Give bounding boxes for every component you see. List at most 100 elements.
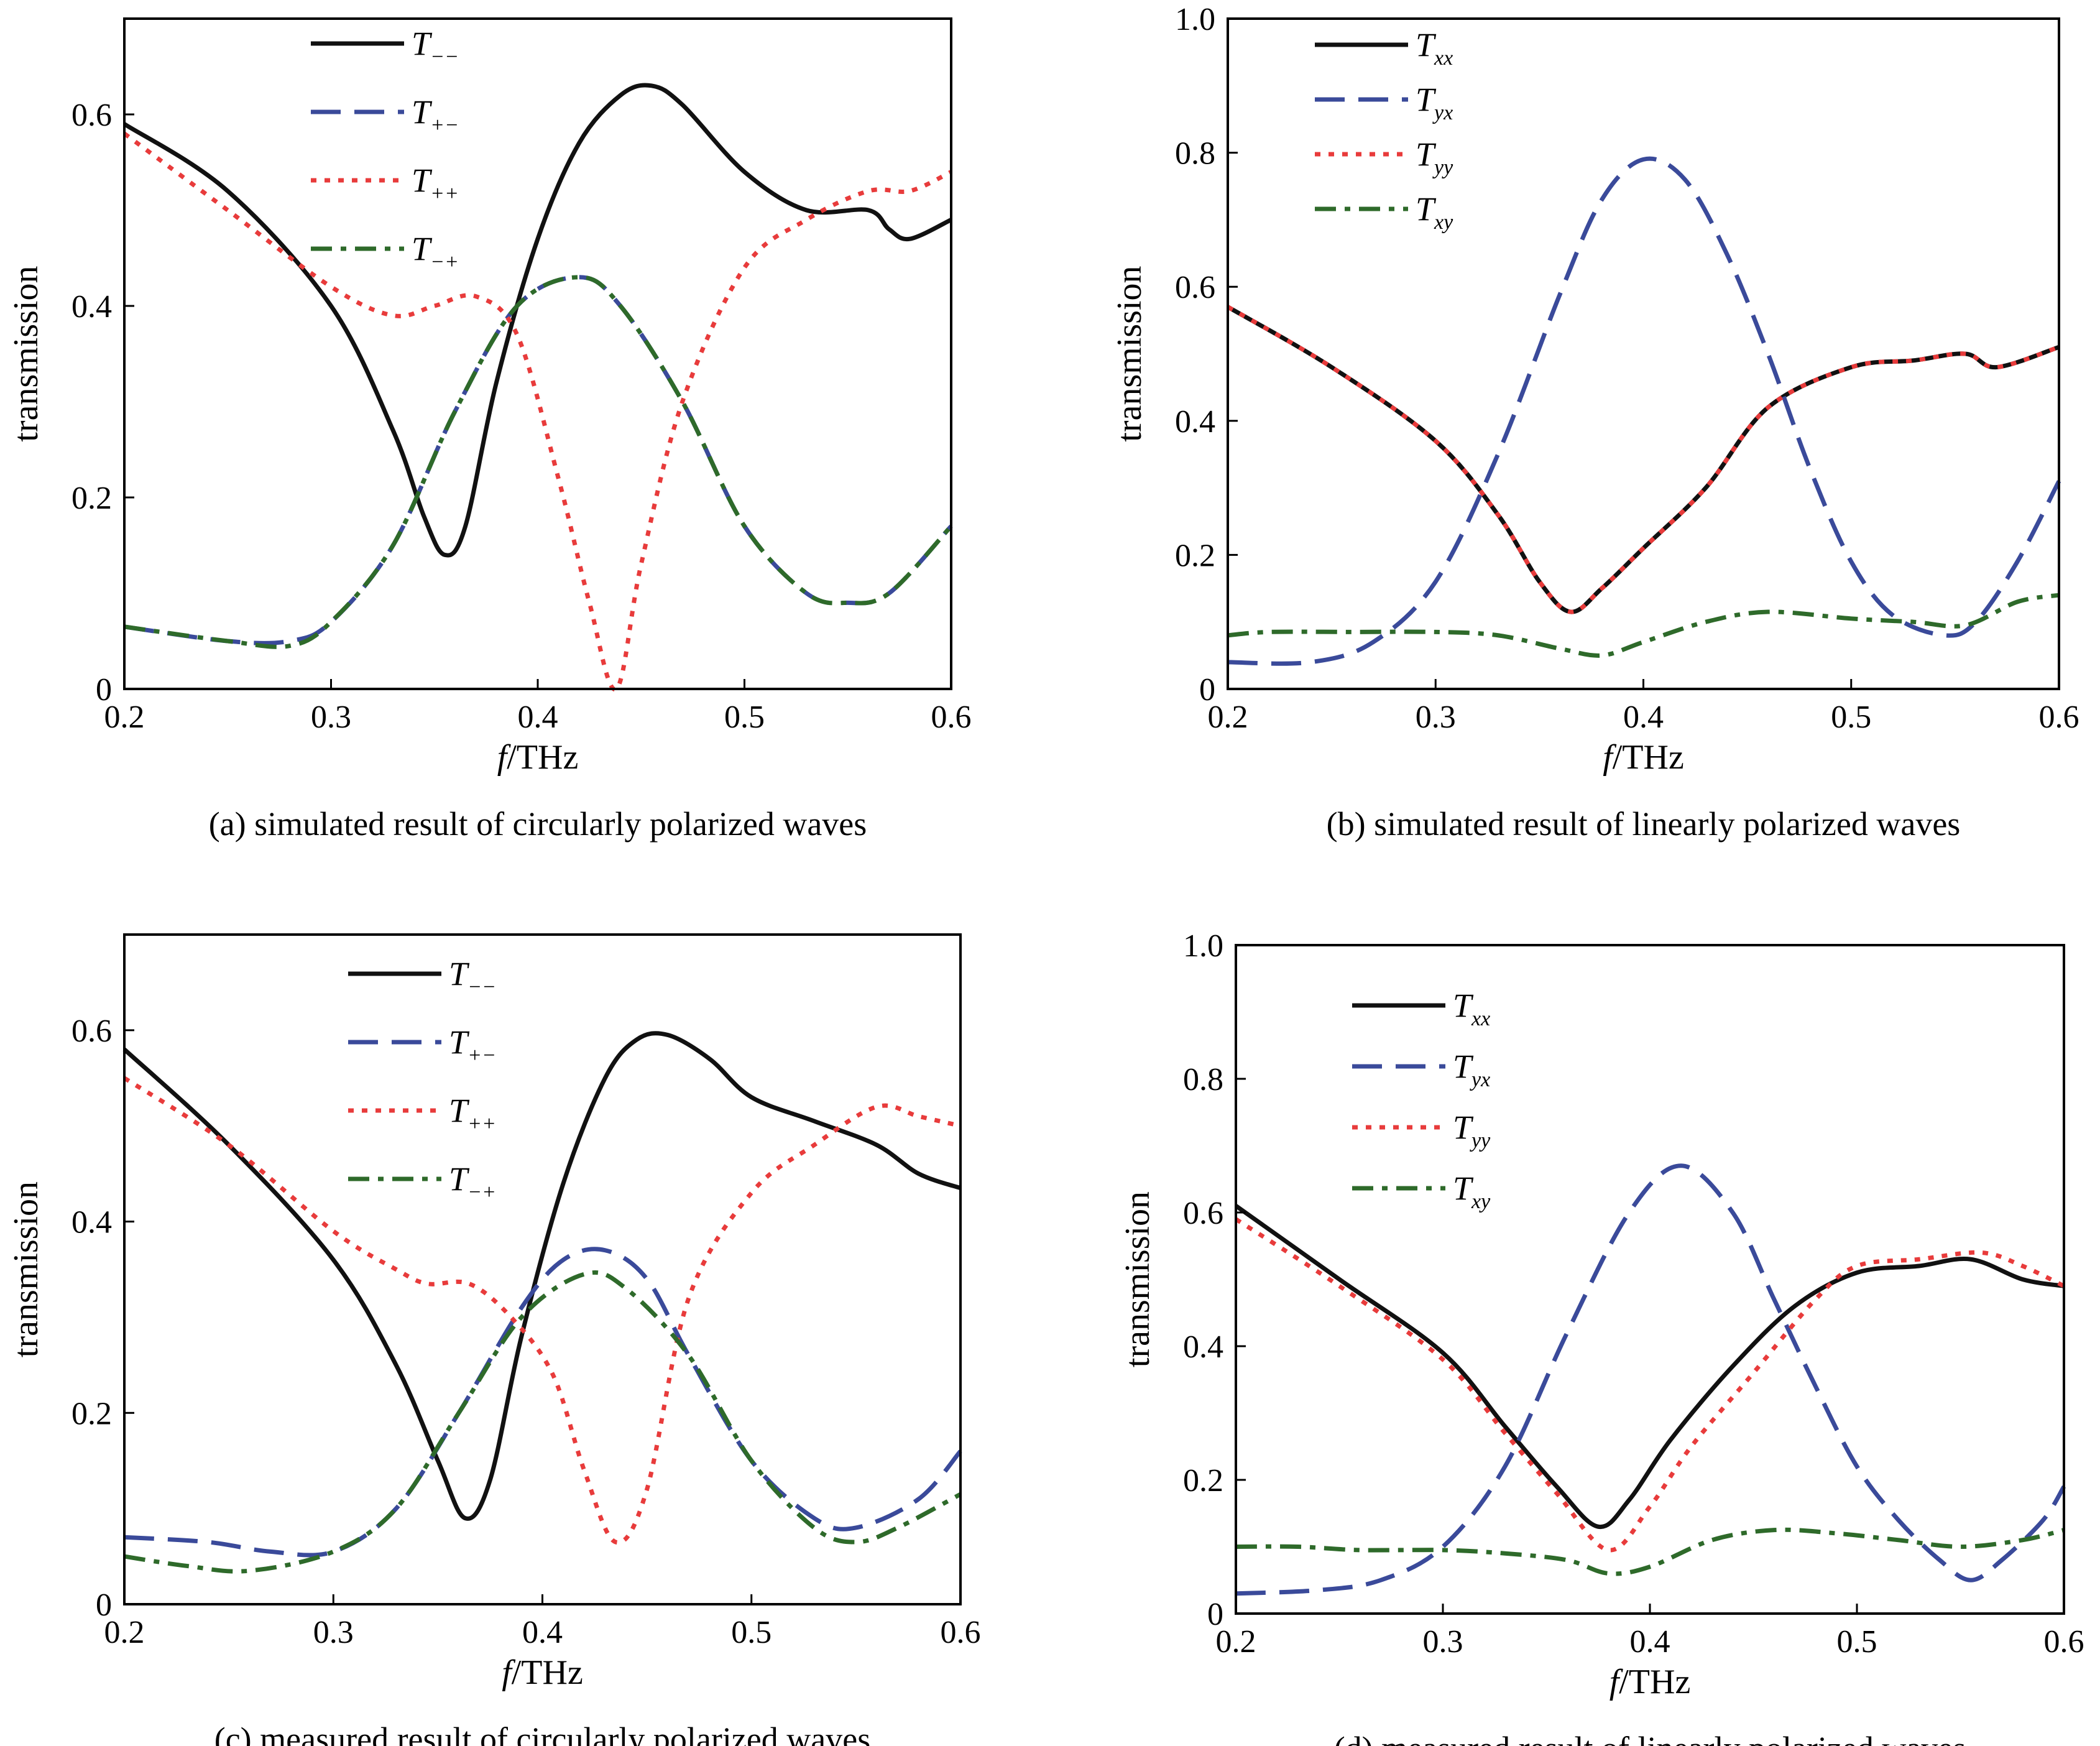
y-tick-label: 0.8 xyxy=(1183,1062,1223,1097)
x-tick-label: 0.4 xyxy=(1623,700,1664,735)
x-tick-label: 0.4 xyxy=(1630,1624,1670,1660)
legend-entry: T−− xyxy=(412,25,459,68)
legend-entry-sub: −+ xyxy=(467,1181,496,1204)
legend-entry: Tyy xyxy=(1453,1109,1491,1152)
legend-entry: Txx xyxy=(1453,987,1490,1030)
legend-entry-main: T xyxy=(1453,987,1474,1024)
y-tick-label: 0.6 xyxy=(71,98,112,133)
legend-entry-main: T xyxy=(412,93,433,131)
x-tick-label: 0.4 xyxy=(522,1615,563,1650)
legend-entry-sub: xx xyxy=(1434,47,1453,70)
legend-entry: Tyy xyxy=(1416,136,1453,179)
x-tick-label: 0.6 xyxy=(2039,700,2079,735)
y-tick-label: 0.6 xyxy=(1183,1196,1223,1231)
series-line-yx xyxy=(1227,156,2061,666)
series-line-++ xyxy=(123,1076,961,1545)
x-tick-label: 0.2 xyxy=(104,1615,145,1650)
y-tick-label: 0.6 xyxy=(71,1014,112,1049)
y-tick-label: 1.0 xyxy=(1175,2,1215,37)
y-tick-label: 0.2 xyxy=(1183,1463,1223,1499)
y-tick-label: 0.6 xyxy=(1175,270,1215,305)
legend-entry: T++ xyxy=(449,1092,496,1135)
y-tick-label: 0 xyxy=(1207,1597,1223,1632)
legend-entry-sub: −− xyxy=(430,45,459,68)
x-tick-label: 0.2 xyxy=(104,700,145,735)
y-tick-label: 0.8 xyxy=(1175,136,1215,172)
x-axis-label-unit: /THz xyxy=(512,1653,583,1692)
legend-entry-main: T xyxy=(412,230,433,267)
y-tick-label: 1.0 xyxy=(1183,928,1223,964)
plot-frame xyxy=(123,17,952,690)
legend: T−−T+−T++T−+ xyxy=(311,25,459,274)
legend-entry-main: T xyxy=(449,1092,470,1129)
x-tick-label: 0.5 xyxy=(1837,1624,1877,1660)
y-tick-label: 0 xyxy=(96,672,112,708)
panel-caption: (c) measured result of circularly polari… xyxy=(214,1721,871,1746)
x-tick-label: 0.5 xyxy=(731,1615,771,1650)
x-tick-label: 0.3 xyxy=(311,700,351,735)
y-tick-label: 0.2 xyxy=(71,1396,112,1431)
y-tick-label: 0.4 xyxy=(71,1205,112,1240)
legend: T−−T+−T++T−+ xyxy=(348,955,496,1204)
panel-b: 0.2 0.3 0.4 0.5 0.600.20.40.60.81.0f/THztran… xyxy=(1110,2,2079,843)
legend-entry: T+− xyxy=(449,1023,496,1067)
legend-entry-main: T xyxy=(449,1160,470,1198)
legend-entry-main: T xyxy=(412,25,433,62)
x-axis-label-unit: /THz xyxy=(507,738,578,777)
legend-entry-sub: xy xyxy=(1434,211,1453,234)
x-tick-label: 0.3 xyxy=(313,1615,354,1650)
legend-entry: T+− xyxy=(412,93,459,137)
series-line-xx xyxy=(1234,1204,2065,1529)
y-axis-label: transmission xyxy=(1118,1191,1157,1367)
legend-entry-sub: yy xyxy=(1470,1129,1491,1152)
series-line-xx xyxy=(1227,305,2060,614)
legend-entry: Tyx xyxy=(1416,81,1453,124)
y-axis-label: transmission xyxy=(1110,266,1149,441)
x-axis-label-unit: /THz xyxy=(1619,1663,1690,1701)
legend-entry-main: T xyxy=(449,1023,470,1061)
legend-entry: T−+ xyxy=(412,230,459,274)
plot-frame xyxy=(123,933,962,1605)
y-tick-label: 0.2 xyxy=(1175,538,1215,573)
legend-entry-main: T xyxy=(1453,1109,1474,1146)
legend-entry: Txy xyxy=(1416,190,1453,234)
legend-entry-sub: −+ xyxy=(430,251,459,274)
series-line-yy xyxy=(1235,1217,2065,1553)
panel-caption: (a) simulated result of circularly polar… xyxy=(209,805,867,843)
legend-entry-main: T xyxy=(1453,1048,1474,1085)
panel-d: 0.2 0.3 0.4 0.5 0.600.20.40.60.81.0f/THztran… xyxy=(1118,928,2084,1746)
x-tick-label: 0.6 xyxy=(941,1615,981,1650)
y-axis-label: transmission xyxy=(7,1181,45,1357)
x-tick-label: 0.3 xyxy=(1423,1624,1463,1660)
x-tick-label: 0.2 xyxy=(1208,700,1248,735)
x-tick-label: 0.5 xyxy=(1831,700,1871,735)
series-line-−+ xyxy=(124,275,953,649)
legend-entry-main: T xyxy=(449,955,470,992)
x-tick-label: 0.4 xyxy=(518,700,558,735)
series-line-−+ xyxy=(124,1270,962,1574)
legend-entry-sub: yx xyxy=(1470,1068,1490,1091)
series-line-−− xyxy=(122,1031,962,1521)
legend-entry-main: T xyxy=(1416,136,1437,173)
x-tick-label: 0.6 xyxy=(931,700,972,735)
legend-entry-sub: ++ xyxy=(430,182,459,205)
legend-entry: Txy xyxy=(1453,1170,1491,1213)
legend-entry-main: T xyxy=(412,162,433,199)
y-tick-label: 0.2 xyxy=(71,481,112,516)
plot-frame xyxy=(1235,944,2065,1615)
series-line-+− xyxy=(124,1247,962,1558)
y-tick-label: 0 xyxy=(96,1587,112,1623)
legend-entry-sub: +− xyxy=(467,1044,496,1067)
x-axis-label: f/THz xyxy=(497,738,579,777)
series-line-yy xyxy=(1227,305,2060,614)
y-tick-label: 0 xyxy=(1199,672,1215,708)
x-tick-label: 0.2 xyxy=(1216,1624,1256,1660)
y-tick-label: 0.4 xyxy=(1183,1329,1223,1365)
series-line-++ xyxy=(122,131,952,692)
series-line-xy xyxy=(1227,593,2060,658)
legend-entry-sub: yy xyxy=(1432,156,1453,179)
panel-caption: (d) measured result of linearly polarize… xyxy=(1334,1730,1966,1746)
legend-entry-main: T xyxy=(1416,81,1437,118)
